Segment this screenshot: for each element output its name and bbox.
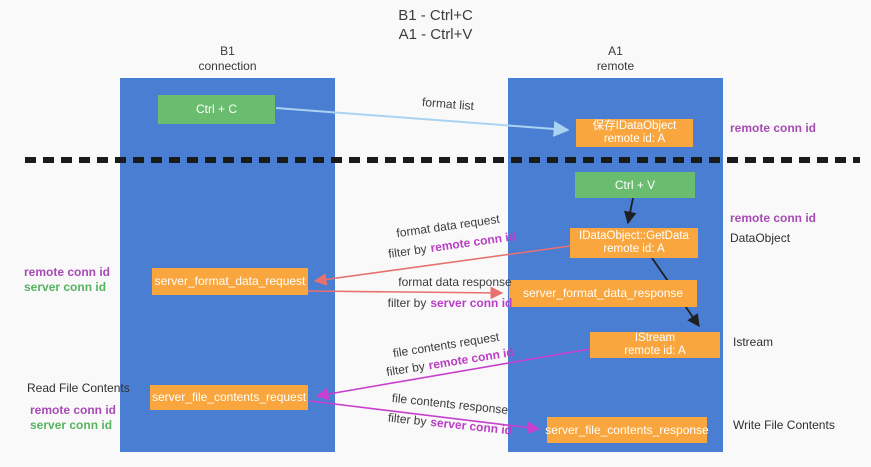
node-ctrl-c-label: Ctrl + C (195, 102, 237, 116)
node-server-format-data-request: server_format_data_request (152, 268, 308, 295)
node-idataobject-getdata: IDataObject::GetData remote id: A (570, 228, 698, 258)
lifeline-left-header: B1 connection (120, 44, 335, 74)
node-getdata-line2: remote id: A (603, 243, 665, 255)
label-filter-server-conn-id-1: filter by server conn id (370, 296, 530, 310)
annotation-conn-ids-2: remote conn id server conn id (30, 403, 117, 433)
lifeline-right-name: A1 (608, 44, 623, 58)
node-save-dataobject: 保存IDataObject remote id: A (576, 119, 693, 147)
session-divider-dashed-line (25, 157, 860, 163)
annotation-remote-conn-id-2: remote conn id (30, 403, 117, 417)
filter-by-prefix-1: filter by (387, 241, 428, 261)
node-ctrl-v: Ctrl + V (575, 172, 695, 198)
annotation-istream: Istream (733, 335, 774, 349)
filter-by-prefix-2: filter by (387, 296, 427, 310)
arrow-format-data-response (307, 286, 504, 300)
annotation-remote-conn-id-top: remote conn id (730, 121, 817, 135)
lifeline-left-name: B1 (220, 44, 235, 58)
lifeline-right-role: remote (596, 59, 635, 73)
annotation-read-file-contents: Read File Contents (27, 381, 130, 395)
node-istream: IStream remote id: A (590, 332, 720, 358)
node-format-request-label: server_format_data_request (154, 274, 306, 288)
filter-by-prefix-3: filter by (385, 359, 426, 379)
lifeline-right-header: A1 remote (508, 44, 723, 74)
node-format-response-label: server_format_data_response (522, 286, 684, 300)
annotation-remote-conn-id-mid: remote conn id (730, 211, 817, 225)
node-istream-line1: IStream (634, 332, 676, 344)
node-server-format-data-response: server_format_data_response (509, 280, 697, 307)
filter-by-prefix-4: filter by (387, 410, 428, 429)
node-getdata-line1: IDataObject::GetData (579, 230, 689, 242)
node-file-request-label: server_file_contents_request (151, 390, 307, 404)
annotation-server-conn-id-1: server conn id (24, 280, 107, 294)
annotation-server-conn-id-2: server conn id (30, 418, 113, 432)
node-save-dataobject-line1: 保存IDataObject (592, 120, 677, 132)
node-server-file-contents-request: server_file_contents_request (150, 385, 308, 410)
node-server-file-contents-response: server_file_contents_response (545, 417, 709, 443)
annotation-remote-conn-id-1: remote conn id (24, 265, 111, 279)
node-istream-line2: remote id: A (624, 345, 686, 357)
lifeline-left-role: connection (198, 59, 257, 73)
title-line-1: B1 - Ctrl+C (398, 7, 473, 24)
annotation-conn-ids-1: remote conn id server conn id (24, 265, 111, 295)
node-ctrl-c: Ctrl + C (158, 95, 275, 124)
label-format-data-response: format data response (398, 275, 512, 289)
node-ctrl-v-label: Ctrl + V (614, 177, 656, 192)
node-file-response-label: server_file_contents_response (545, 422, 709, 437)
node-save-dataobject-line2: remote id: A (603, 133, 666, 145)
title-line-2: A1 - Ctrl+V (398, 26, 473, 43)
annotation-dataobject: DataObject (730, 231, 791, 245)
diagram-title: B1 - Ctrl+C A1 - Ctrl+V (0, 6, 871, 44)
filter-value-2: server conn id (430, 296, 513, 310)
filter-value-4: server conn id (429, 414, 513, 438)
annotation-write-file-contents: Write File Contents (733, 418, 835, 432)
